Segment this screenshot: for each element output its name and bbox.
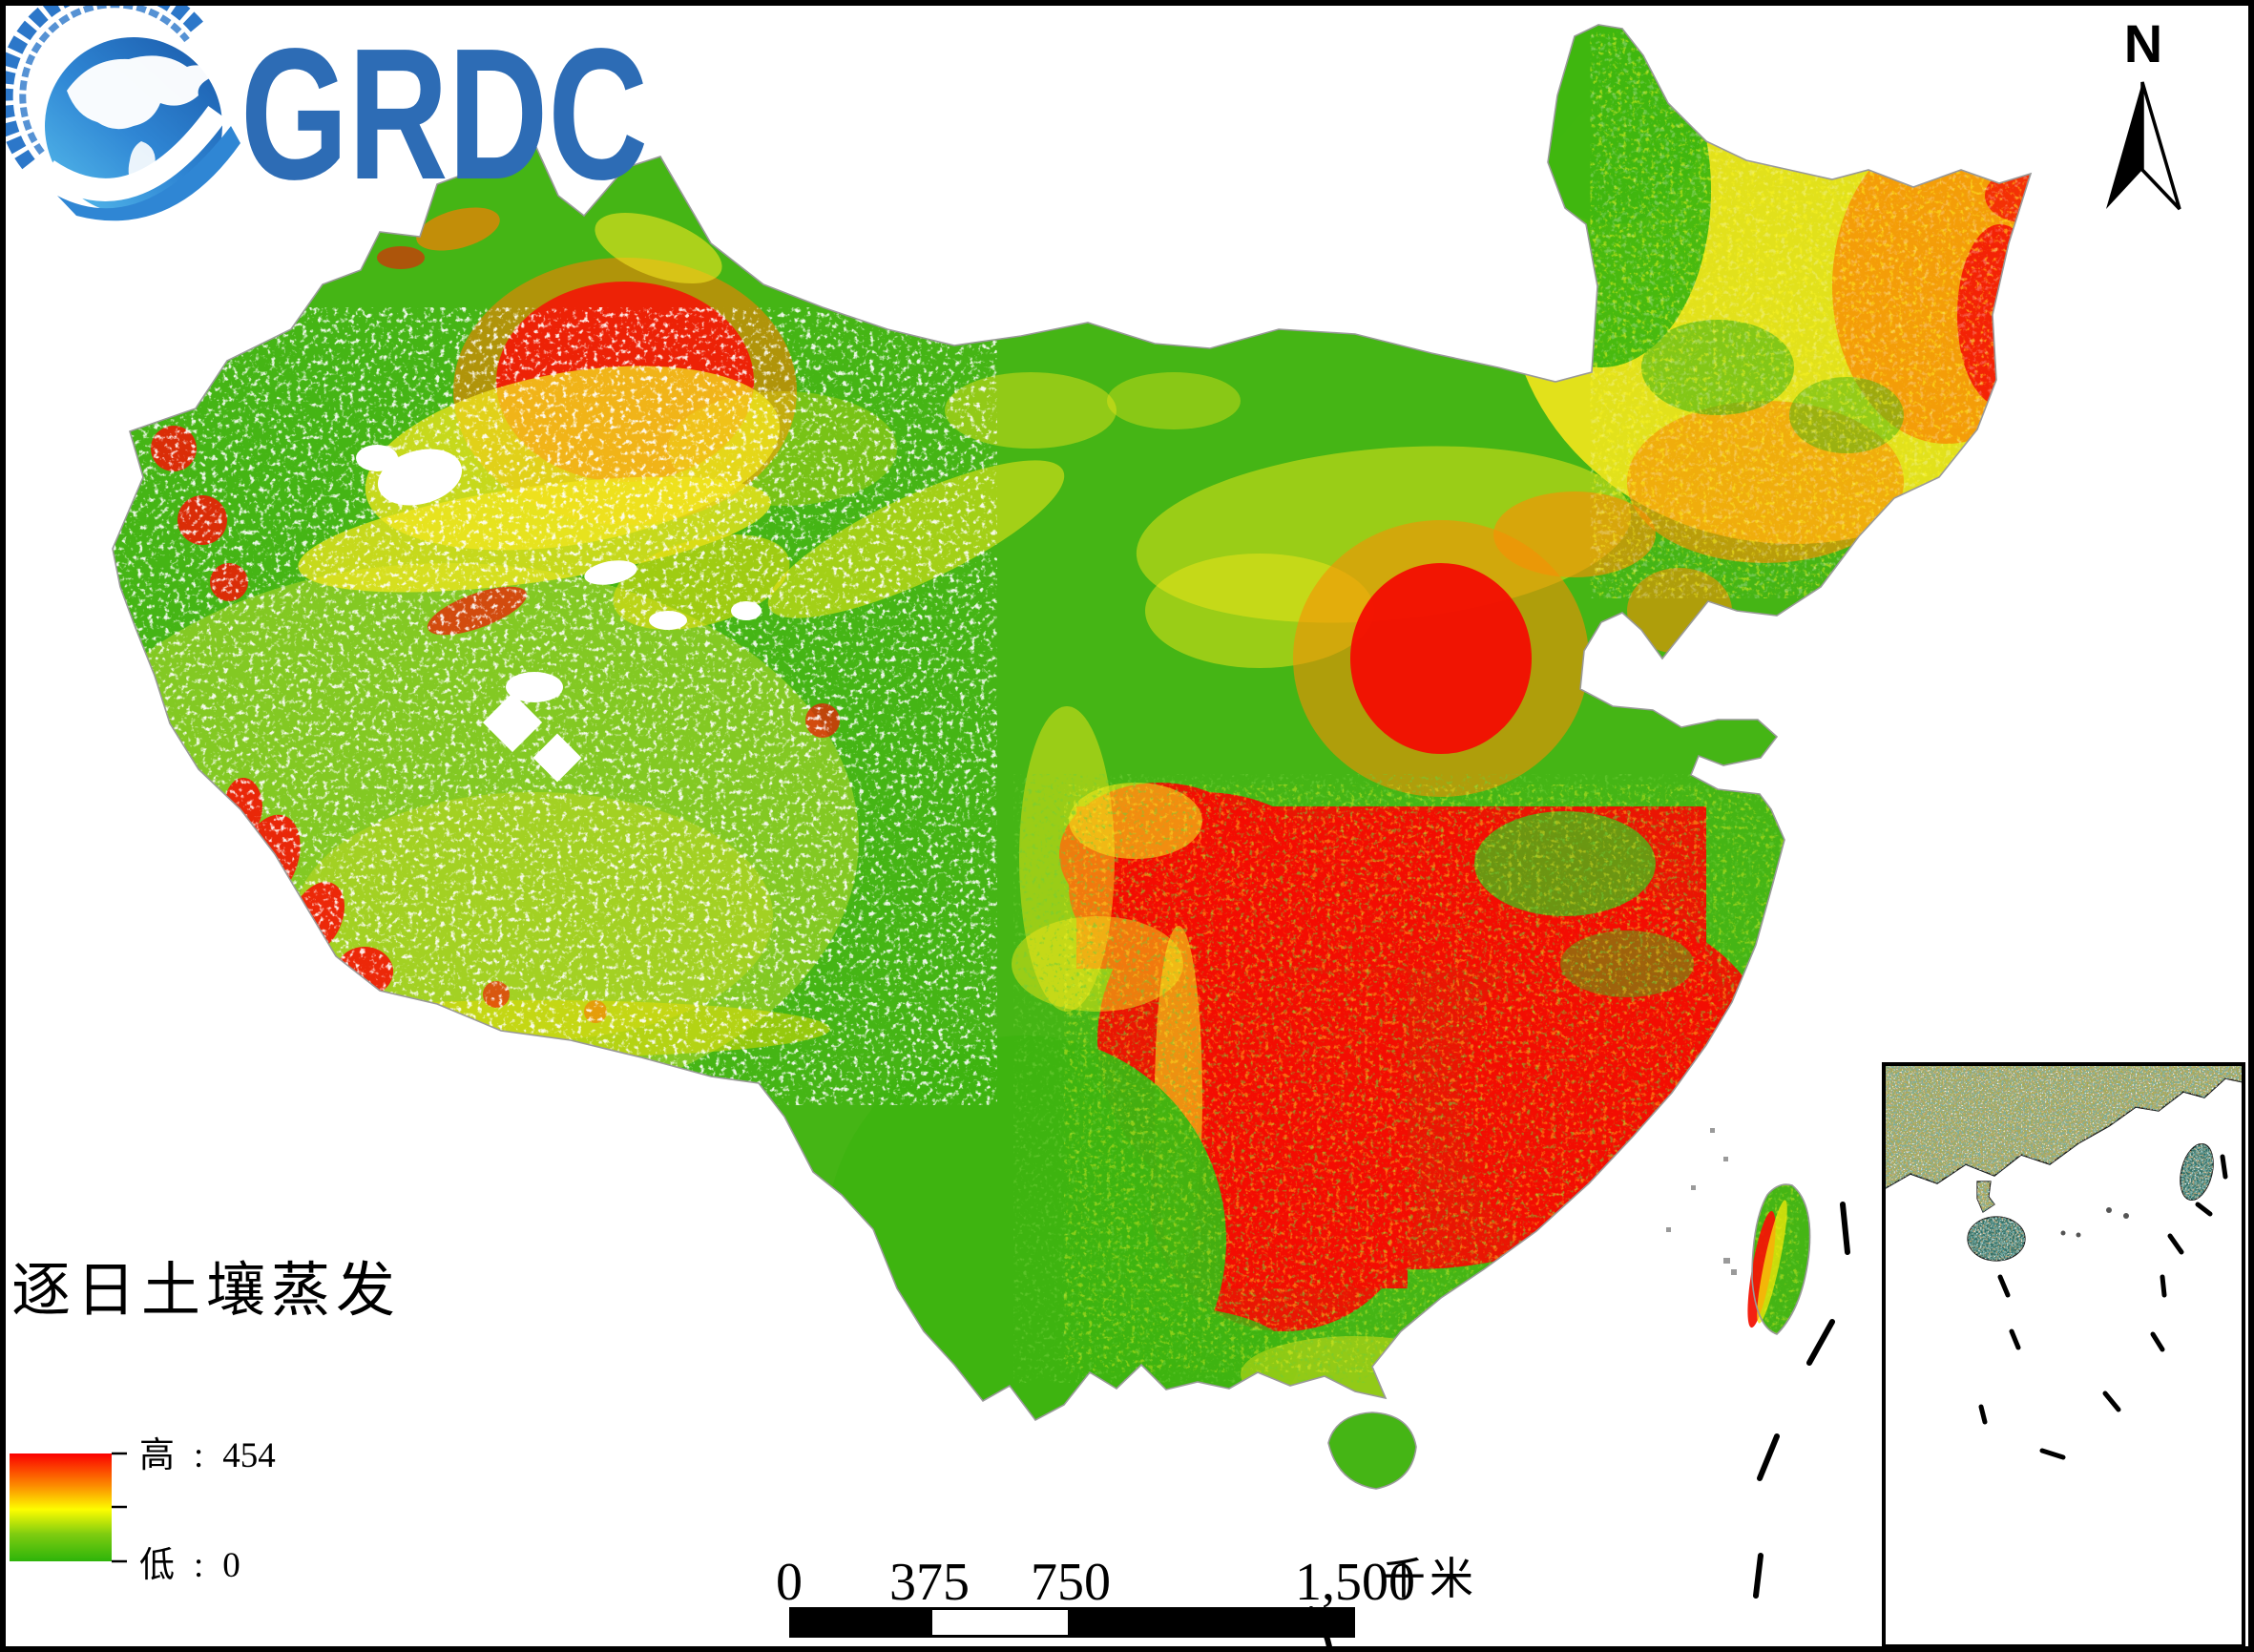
legend-high-row: 高 : 454: [139, 1432, 276, 1478]
scale-bar-tick-375: 375: [889, 1553, 970, 1612]
scale-bar-tick-0: 0: [776, 1553, 803, 1612]
scale-bar-unit: 千米: [1382, 1555, 1477, 1603]
scale-bar-segment-1: [789, 1607, 929, 1638]
scale-bar-segment-3: [1071, 1607, 1355, 1638]
north-arrow-label: N: [2123, 13, 2163, 73]
map-title: 逐日土壤蒸发: [11, 1259, 402, 1324]
scale-bar-tick-750: 750: [1031, 1553, 1111, 1612]
legend-low-value: 0: [222, 1545, 240, 1585]
nine-dash-line-main: [1308, 1202, 1850, 1652]
legend-low-row: 低 : 0: [139, 1542, 240, 1588]
nine-dash-line-inset: [1978, 1154, 2228, 1460]
legend-high-label: 高: [139, 1435, 175, 1475]
legend-low-label: 低: [139, 1545, 175, 1585]
inset-islets: [2060, 1207, 2129, 1238]
grdc-globe-icon: [0, 0, 240, 221]
north-arrow-icon: [2106, 81, 2181, 211]
legend-low-separator: :: [194, 1545, 204, 1585]
south-china-sea-inset: [1882, 1062, 2245, 1648]
legend-gradient-ramp: [10, 1452, 127, 1563]
scale-bar-segment-2: [929, 1607, 1071, 1638]
legend-ticks: [112, 1452, 127, 1563]
grdc-logo-text: GRDC: [240, 10, 649, 219]
scale-bar-tick-1500: 1,500: [1295, 1553, 1415, 1612]
legend-high-separator: :: [194, 1435, 204, 1475]
taiwan-island: [1747, 1183, 1811, 1335]
offshore-islets: [1666, 1128, 1737, 1275]
legend-high-value: 454: [222, 1435, 276, 1475]
